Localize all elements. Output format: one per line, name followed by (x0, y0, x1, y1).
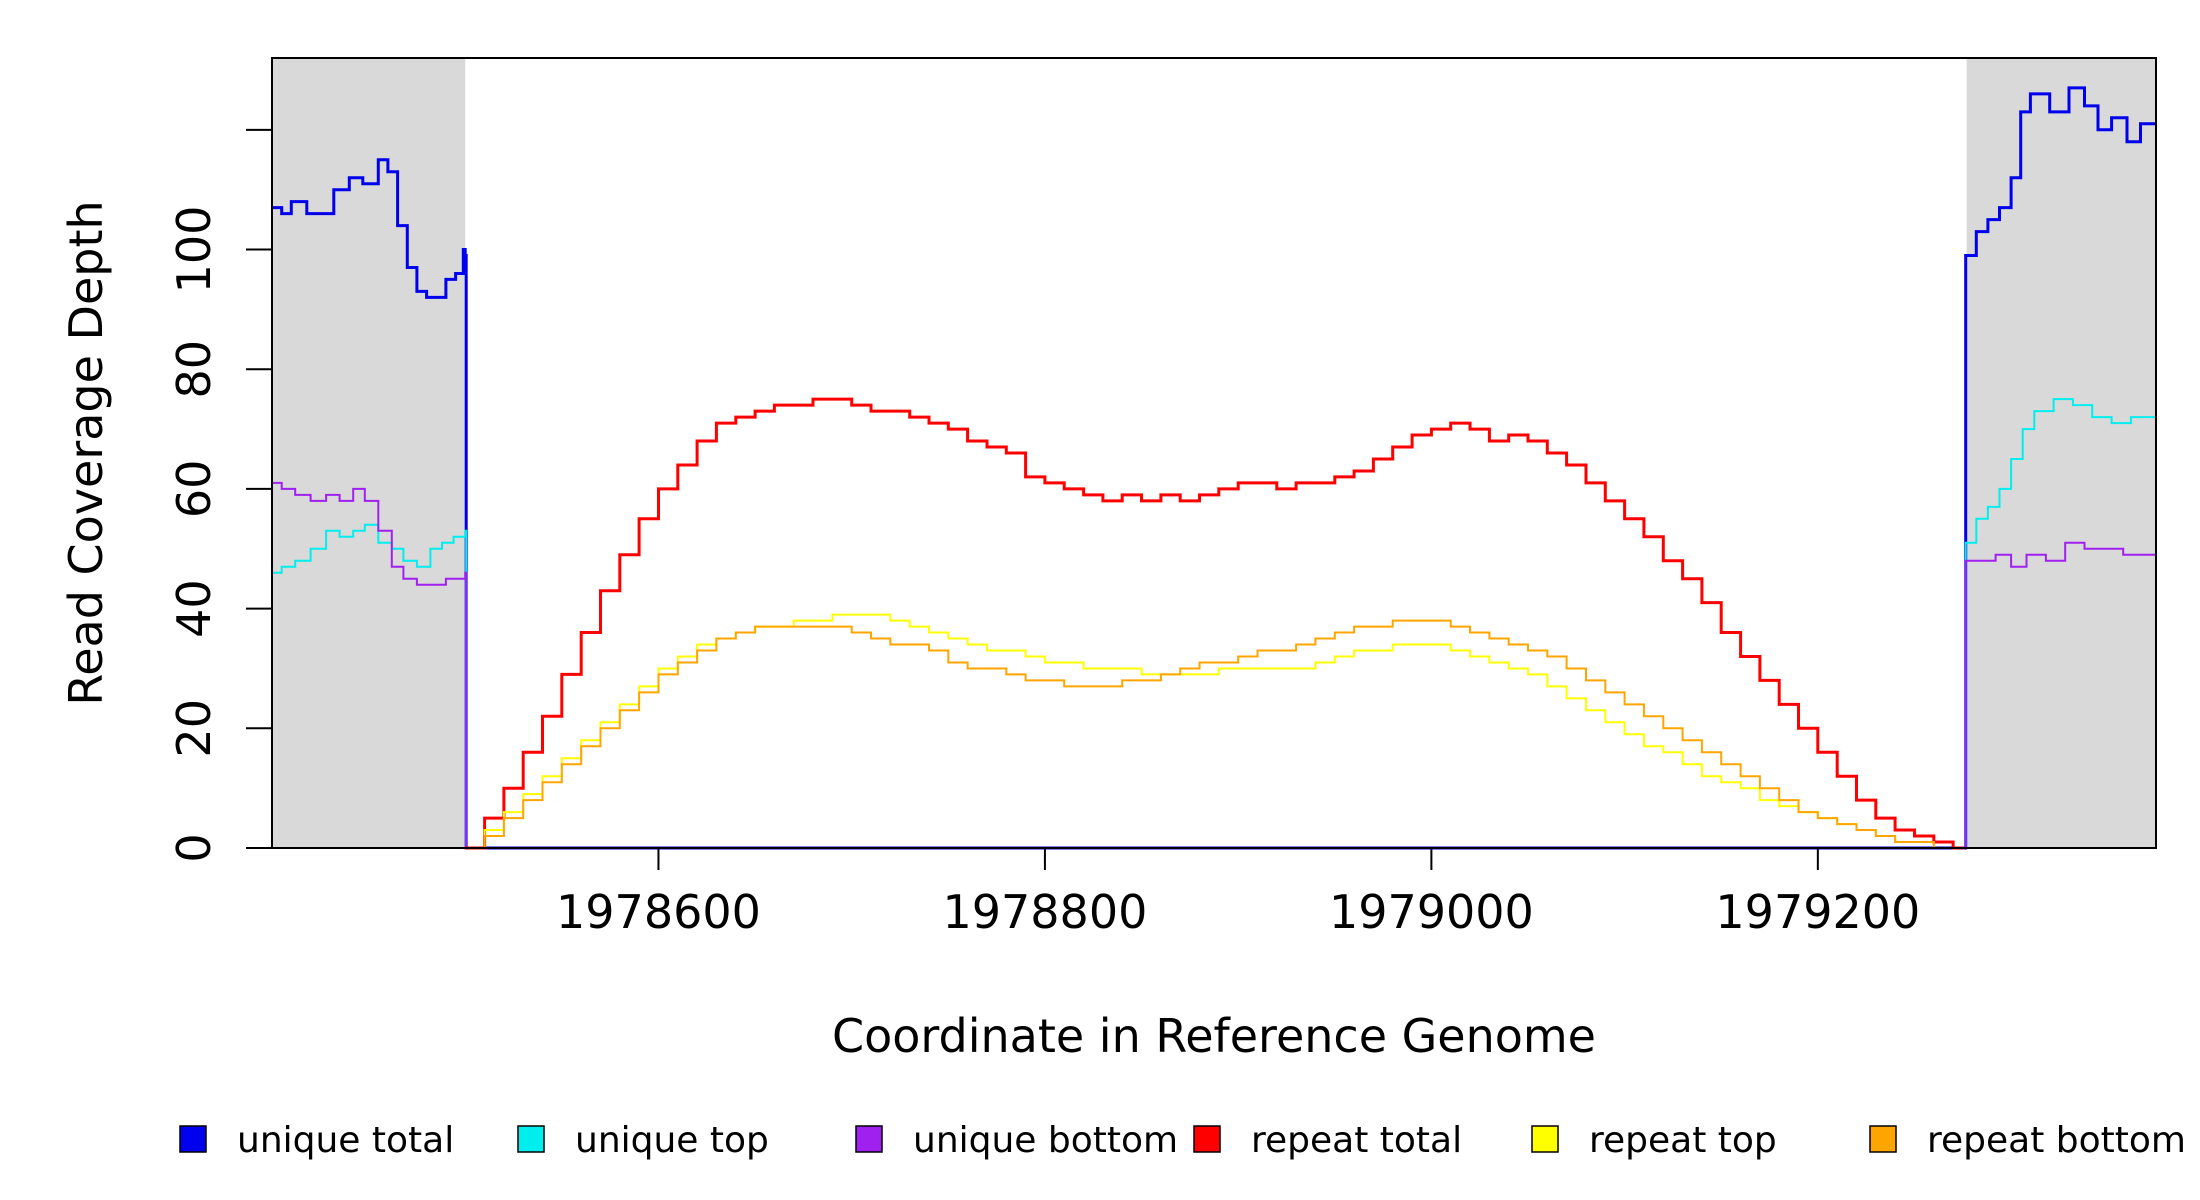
legend-swatch-unique-total (179, 1125, 207, 1153)
series-line-repeat-top (465, 613, 1965, 849)
y-tick-label: 60 (167, 460, 221, 519)
series-line-repeat-total (465, 397, 1965, 850)
x-tick-label: 1979000 (1329, 885, 1534, 939)
legend-swatch-unique-top (517, 1125, 545, 1153)
legend-swatch-unique-bottom (855, 1125, 883, 1153)
x-tick-label: 1978600 (556, 885, 761, 939)
legend-label: unique bottom (913, 1120, 1178, 1161)
legend-label: repeat total (1251, 1120, 1462, 1161)
legend-label: repeat top (1589, 1120, 1777, 1161)
legend-label: repeat bottom (1927, 1120, 2186, 1161)
x-tick-label: 1979200 (1715, 885, 1920, 939)
legend: unique total unique top unique bottom repea… (179, 1120, 2186, 1161)
y-tick-label: 100 (167, 206, 221, 294)
shaded-region-1 (1966, 58, 2156, 848)
x-axis: 1978600 1978800 1979000 1979200 (556, 848, 1920, 939)
shaded-region-0 (272, 58, 466, 848)
series-line-unique-bottom (272, 481, 2156, 849)
shaded-regions (272, 58, 2156, 848)
plot-frame (271, 57, 2157, 849)
series-line-unique-total (272, 86, 2156, 850)
series-line-unique-top (272, 398, 2156, 849)
y-tick-label: 20 (167, 699, 221, 758)
y-tick-label: 0 (167, 833, 221, 862)
y-tick-label: 80 (167, 340, 221, 399)
legend-swatch-repeat-total (1193, 1125, 1221, 1153)
legend-swatch-repeat-bottom (1869, 1125, 1897, 1153)
y-tick-label: 40 (167, 579, 221, 638)
x-tick-label: 1978800 (942, 885, 1147, 939)
y-axis: 0 20 40 60 80 100 (167, 128, 272, 863)
series-lines (272, 86, 2156, 850)
series-line-repeat-bottom (465, 619, 1965, 849)
x-axis-title: Coordinate in Reference Genome (832, 1009, 1596, 1063)
legend-label: unique total (237, 1120, 454, 1161)
legend-label: unique top (575, 1120, 769, 1161)
legend-swatch-repeat-top (1531, 1125, 1559, 1153)
y-axis-title: Read Coverage Depth (59, 200, 113, 705)
